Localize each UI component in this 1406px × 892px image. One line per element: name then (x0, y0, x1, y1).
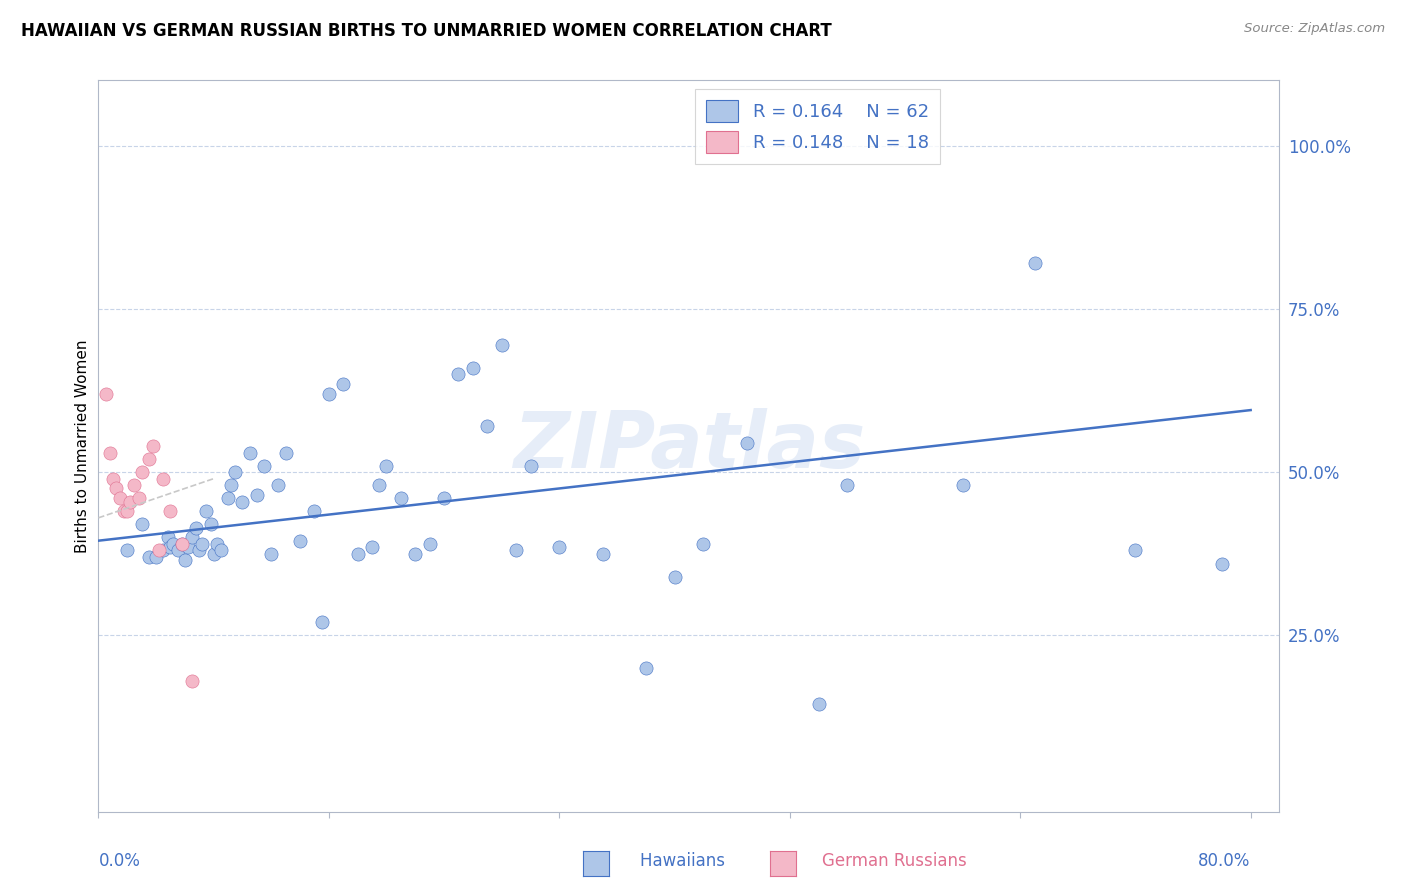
Point (98, 445, 121, 459)
Point (177, 540, 200, 554)
Point (389, 491, 412, 506)
Point (104, 482, 127, 496)
Text: 80.0%: 80.0% (1198, 852, 1251, 870)
Point (419, 537, 441, 551)
Point (145, 549, 167, 564)
Point (124, 478, 146, 492)
Point (219, 478, 242, 492)
Point (735, 435, 758, 450)
Point (267, 478, 290, 492)
Point (186, 521, 208, 535)
Text: 0.0%: 0.0% (98, 852, 141, 870)
Point (346, 547, 368, 561)
Point (152, 543, 174, 558)
Point (253, 458, 276, 473)
Point (447, 367, 470, 381)
Point (404, 547, 426, 561)
Point (94, 386, 117, 401)
Y-axis label: Births to Unmarried Women: Births to Unmarried Women (75, 339, 90, 553)
Point (200, 517, 222, 532)
Point (461, 360, 484, 375)
Point (162, 537, 184, 551)
Point (120, 494, 142, 508)
Point (491, 338, 513, 352)
Point (1211, 557, 1233, 571)
Point (519, 458, 541, 473)
Point (239, 445, 262, 459)
Point (112, 504, 135, 518)
Point (138, 452, 160, 467)
Point (304, 504, 326, 518)
Point (837, 478, 859, 492)
Point (548, 540, 571, 554)
Point (361, 540, 384, 554)
Point (138, 549, 160, 564)
Point (159, 504, 181, 518)
Point (368, 478, 391, 492)
Point (433, 491, 456, 506)
Point (1125, 543, 1147, 558)
Point (170, 537, 193, 551)
Point (209, 543, 232, 558)
Point (148, 543, 170, 558)
Text: ZIPatlas: ZIPatlas (513, 408, 865, 484)
Text: German Russians: German Russians (801, 852, 967, 870)
Point (128, 491, 150, 506)
Point (156, 530, 179, 544)
Point (108, 491, 131, 506)
Point (332, 376, 354, 391)
Text: Source: ZipAtlas.com: Source: ZipAtlas.com (1244, 22, 1385, 36)
Point (115, 543, 138, 558)
Point (375, 458, 398, 473)
Point (202, 547, 225, 561)
Point (692, 537, 714, 551)
Legend: R = 0.164    N = 62, R = 0.148    N = 18: R = 0.164 N = 62, R = 0.148 N = 18 (695, 89, 939, 164)
Point (191, 537, 214, 551)
Point (170, 537, 193, 551)
Point (288, 533, 311, 548)
Point (477, 419, 499, 434)
Point (505, 543, 527, 558)
Point (217, 491, 239, 506)
Point (664, 569, 686, 583)
Point (195, 504, 218, 518)
Point (274, 445, 297, 459)
Point (1024, 256, 1046, 270)
Text: Hawaiians: Hawaiians (619, 852, 724, 870)
Point (246, 488, 269, 502)
Point (634, 661, 657, 675)
Point (260, 547, 283, 561)
Point (181, 530, 204, 544)
Point (807, 697, 830, 711)
Point (101, 472, 124, 486)
Point (231, 494, 253, 508)
Point (131, 517, 153, 532)
Point (188, 543, 211, 558)
Point (152, 472, 174, 486)
Point (181, 674, 204, 689)
Point (115, 504, 138, 518)
Point (205, 537, 228, 551)
Point (318, 386, 340, 401)
Point (131, 465, 153, 479)
Point (592, 547, 614, 561)
Point (224, 465, 246, 479)
Point (173, 553, 195, 567)
Point (311, 615, 333, 630)
Text: HAWAIIAN VS GERMAN RUSSIAN BIRTHS TO UNMARRIED WOMEN CORRELATION CHART: HAWAIIAN VS GERMAN RUSSIAN BIRTHS TO UNM… (21, 22, 832, 40)
Point (952, 478, 974, 492)
Point (166, 543, 188, 558)
Point (142, 439, 165, 453)
Point (159, 540, 181, 554)
